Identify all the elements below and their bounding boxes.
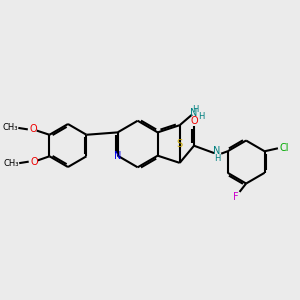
Text: O: O (30, 157, 38, 166)
Text: H: H (198, 112, 204, 121)
Text: F: F (233, 192, 239, 202)
Text: Cl: Cl (280, 143, 289, 153)
Text: S: S (177, 139, 183, 149)
Text: N: N (213, 146, 221, 156)
Text: N: N (190, 108, 197, 118)
Text: H: H (214, 154, 220, 163)
Text: H: H (193, 105, 199, 114)
Text: O: O (29, 124, 37, 134)
Text: N: N (114, 151, 121, 161)
Text: CH₃: CH₃ (3, 159, 19, 168)
Text: O: O (190, 116, 198, 126)
Text: CH₃: CH₃ (2, 123, 18, 132)
